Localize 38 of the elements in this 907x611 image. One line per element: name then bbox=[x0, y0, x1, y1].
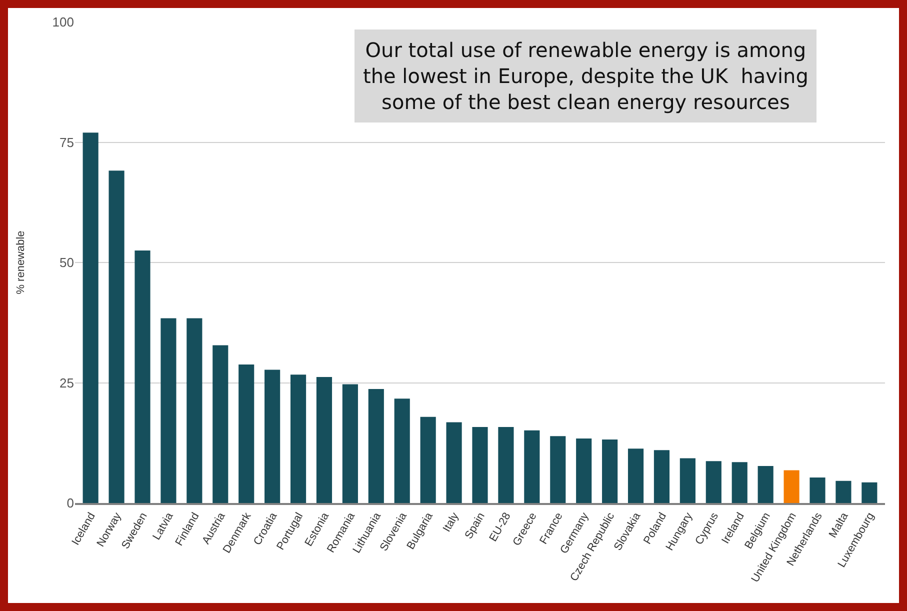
bar bbox=[732, 462, 748, 503]
bar bbox=[316, 376, 332, 503]
bar bbox=[342, 384, 358, 503]
bar bbox=[498, 427, 514, 503]
bar bbox=[680, 458, 696, 503]
bar bbox=[238, 364, 254, 503]
bar bbox=[186, 318, 202, 503]
annotation: Our total use of renewable energy is among the lowest in Europe, despite the UK having some of the best clean energy resources bbox=[363, 38, 808, 114]
y-tick-label: 100 bbox=[52, 14, 74, 30]
bar bbox=[420, 416, 436, 503]
bar bbox=[212, 345, 228, 503]
y-tick-label: 0 bbox=[66, 496, 74, 511]
bar bbox=[82, 132, 98, 503]
bar bbox=[628, 448, 644, 503]
bar bbox=[368, 389, 384, 503]
y-tick-label: 50 bbox=[60, 255, 74, 270]
y-tick-label: 25 bbox=[60, 375, 74, 390]
bar bbox=[290, 374, 306, 503]
bar bbox=[810, 478, 826, 503]
bar bbox=[108, 170, 124, 503]
bar bbox=[862, 482, 878, 503]
bar bbox=[160, 318, 176, 503]
bar bbox=[602, 440, 618, 503]
bar bbox=[446, 422, 462, 503]
y-tick-label: 75 bbox=[60, 134, 74, 150]
bar bbox=[784, 470, 800, 503]
bar bbox=[472, 427, 488, 503]
bar bbox=[836, 480, 852, 503]
bar bbox=[134, 250, 150, 503]
bar bbox=[394, 398, 410, 503]
y-axis-title: % renewable bbox=[14, 230, 27, 294]
bar bbox=[550, 436, 566, 503]
bar bbox=[758, 466, 774, 503]
bar bbox=[524, 430, 540, 503]
bar bbox=[576, 438, 592, 503]
bar bbox=[706, 461, 722, 503]
bar bbox=[654, 450, 670, 503]
bar bbox=[264, 370, 280, 503]
